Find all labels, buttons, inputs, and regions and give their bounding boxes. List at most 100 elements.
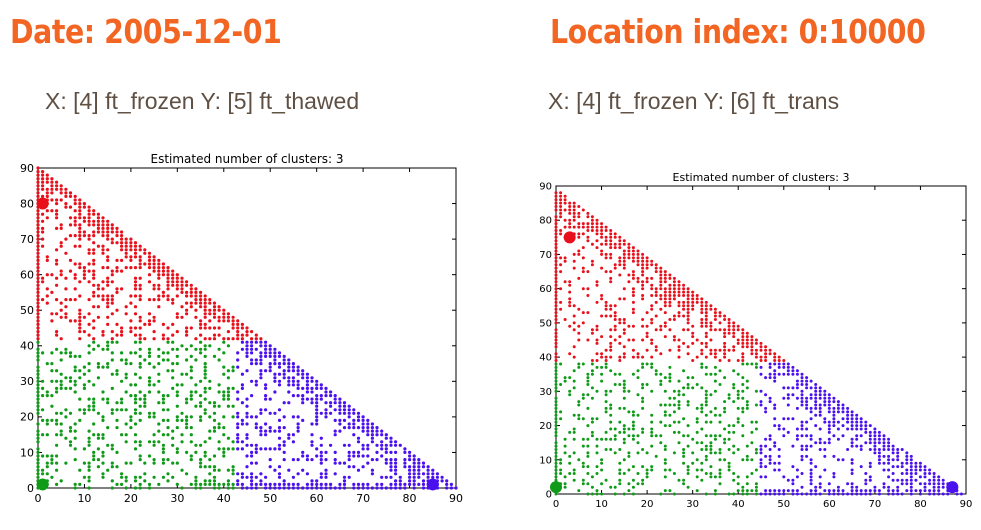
data-point <box>41 244 45 248</box>
data-point <box>305 379 309 383</box>
data-point <box>554 242 558 246</box>
data-point <box>78 234 82 238</box>
data-point <box>627 389 631 393</box>
data-point <box>709 472 713 475</box>
data-point <box>786 403 790 407</box>
data-point <box>641 318 645 321</box>
data-point <box>622 396 626 400</box>
data-point <box>741 352 745 356</box>
data-point <box>147 440 152 444</box>
data-point <box>723 345 727 349</box>
data-point <box>87 475 91 479</box>
data-point <box>572 472 576 475</box>
data-point <box>841 417 845 421</box>
data-point <box>650 427 654 431</box>
data-point <box>36 429 40 433</box>
data-point <box>896 451 900 455</box>
x-tick-label: 0 <box>553 499 559 510</box>
data-point <box>905 482 909 486</box>
x-tick-label: 80 <box>914 499 927 510</box>
data-point <box>338 418 342 422</box>
data-point <box>586 235 590 239</box>
data-point <box>212 482 217 486</box>
data-point <box>613 235 617 239</box>
data-point <box>175 283 179 287</box>
data-point <box>431 468 435 472</box>
data-point <box>850 427 854 431</box>
data-point <box>55 202 59 206</box>
data-point <box>124 479 128 483</box>
data-point <box>435 475 439 479</box>
data-point <box>152 255 156 259</box>
data-point <box>180 344 184 348</box>
data-point <box>226 397 230 401</box>
data-point <box>568 222 572 226</box>
data-point <box>659 403 663 407</box>
data-point <box>212 312 217 316</box>
data-point <box>577 215 581 219</box>
data-point <box>282 450 286 454</box>
data-point <box>700 403 704 407</box>
data-point <box>572 205 576 208</box>
x-tick-label: 90 <box>960 499 973 510</box>
data-point <box>73 223 77 227</box>
data-point <box>212 326 217 330</box>
data-point <box>208 312 212 316</box>
data-point <box>106 294 110 298</box>
data-point <box>595 359 599 362</box>
data-point <box>226 482 230 486</box>
data-point <box>641 287 645 291</box>
data-point <box>282 354 286 358</box>
data-point <box>78 482 82 486</box>
data-point <box>166 294 170 298</box>
data-point <box>264 340 268 344</box>
data-point <box>604 225 608 229</box>
data-point <box>449 482 453 486</box>
data-point <box>96 223 100 227</box>
data-point <box>273 468 277 472</box>
data-point <box>366 447 370 451</box>
data-point <box>900 465 904 469</box>
data-point <box>631 287 635 291</box>
data-point <box>896 465 900 469</box>
data-point <box>36 266 40 270</box>
data-point <box>672 290 676 294</box>
data-point <box>236 433 240 437</box>
data-point <box>668 413 672 417</box>
data-point <box>937 489 941 493</box>
data-point <box>891 465 895 469</box>
data-point <box>882 485 886 489</box>
data-point <box>577 403 581 407</box>
data-point <box>709 475 713 479</box>
data-point <box>203 315 207 319</box>
data-point <box>68 351 73 355</box>
data-point <box>618 372 622 376</box>
data-point <box>87 479 91 483</box>
data-point <box>572 208 576 212</box>
data-point <box>73 219 77 223</box>
data-point <box>319 482 323 486</box>
data-point <box>277 447 282 451</box>
data-point <box>709 338 713 342</box>
data-point <box>622 256 626 260</box>
data-point <box>310 422 314 426</box>
data-point <box>92 219 96 223</box>
data-point <box>709 448 713 451</box>
data-point <box>138 287 142 291</box>
data-point <box>171 461 175 465</box>
data-point <box>672 283 676 287</box>
data-point <box>36 283 40 287</box>
data-point <box>87 468 91 472</box>
data-point <box>636 413 640 417</box>
data-point <box>682 393 686 397</box>
data-point <box>185 283 189 287</box>
data-point <box>627 252 631 256</box>
data-point <box>609 304 613 308</box>
data-point <box>609 485 613 489</box>
data-point <box>923 468 927 472</box>
data-point <box>301 394 305 398</box>
y-tick-label: 30 <box>539 387 552 398</box>
data-point <box>622 259 626 263</box>
data-point <box>68 354 73 358</box>
data-point <box>572 427 576 431</box>
